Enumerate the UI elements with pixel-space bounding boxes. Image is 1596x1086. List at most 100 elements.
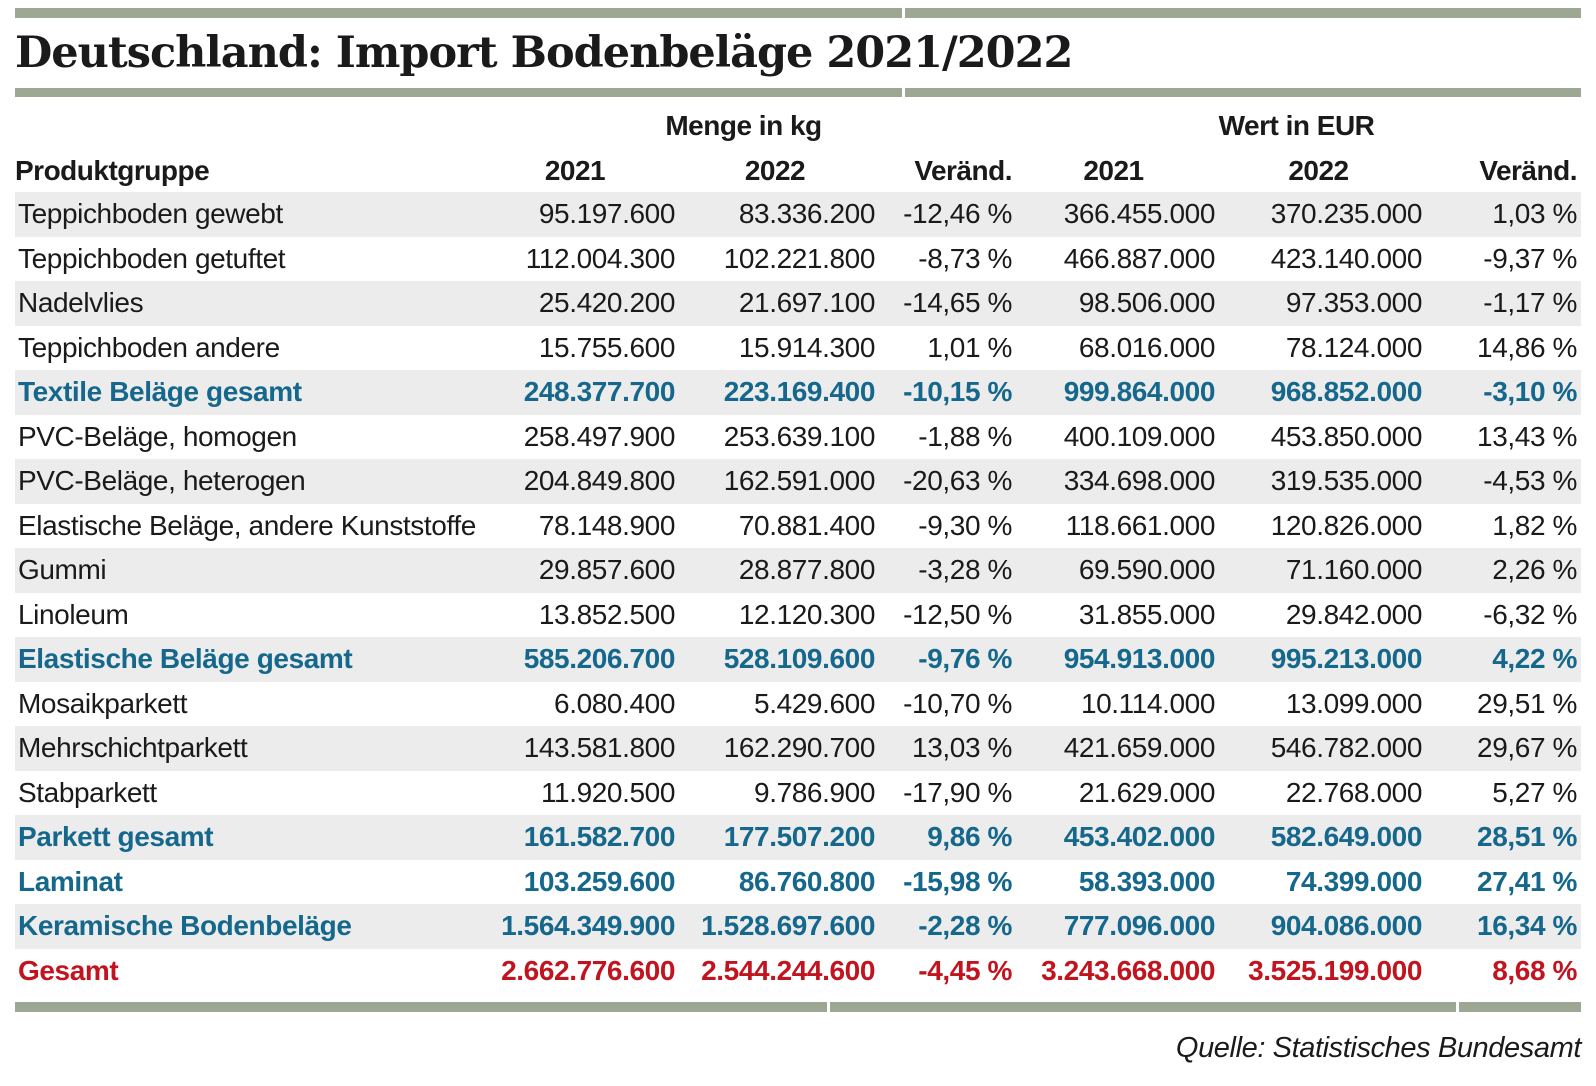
column-header-produktgruppe: Produktgruppe [15, 155, 210, 186]
cell-kg-2021: 15.755.600 [538, 331, 676, 363]
cell-kg-2022: 528.109.600 [723, 643, 876, 675]
table-body: Teppichboden gewebt 95.197.600 83.336.200-… [15, 192, 1581, 993]
table-row: Stabparkett 11.920.500 9.786.900 -17,90 % 21… [15, 771, 1581, 816]
column-group-wert-in-eur: Wert in EUR [1218, 110, 1375, 141]
cell-kg-veraend: -8,73 % [918, 242, 1012, 274]
cell-eur-2022: 423.140.000 [1270, 242, 1423, 274]
cell-kg-2021: 1.564.349.900 [501, 910, 675, 942]
table-row: Parkett gesamt 161.582.700 177.507.200 9,86… [15, 815, 1581, 860]
cell-eur-2021: 777.096.000 [1063, 910, 1216, 942]
cell-produktgruppe: Keramische Bodenbeläge [18, 910, 352, 942]
cell-eur-veraend: 16,34 % [1477, 910, 1577, 942]
cell-eur-veraend: 1,82 % [1492, 509, 1577, 541]
cell-produktgruppe: Stabparkett [18, 776, 157, 808]
cell-kg-2021: 258.497.900 [523, 420, 676, 452]
rule-gap [902, 88, 905, 97]
rule-gap [1456, 1002, 1459, 1012]
column-header-kg-2021: 2021 [544, 155, 606, 186]
source-credit: Quelle: Statistisches Bundesamt [1175, 1032, 1581, 1064]
cell-eur-2021: 400.109.000 [1063, 420, 1216, 452]
table-row: Teppichboden getuftet 112.004.300 102.221.… [15, 237, 1581, 282]
table-row: Linoleum 13.852.500 12.120.300 -12,50 % 31.8… [15, 593, 1581, 638]
cell-produktgruppe: Teppichboden gewebt [18, 198, 283, 230]
cell-kg-2021: 248.377.700 [523, 376, 676, 408]
cell-kg-veraend: -12,46 % [903, 198, 1012, 230]
cell-eur-2021: 453.402.000 [1063, 821, 1216, 853]
cell-eur-veraend: -4,53 % [1483, 465, 1577, 497]
cell-eur-2021: 999.864.000 [1063, 376, 1216, 408]
cell-produktgruppe: Gummi [18, 554, 107, 586]
cell-kg-veraend: 1,01 % [927, 331, 1012, 363]
cell-produktgruppe: Elastische Beläge gesamt [18, 643, 353, 675]
cell-produktgruppe: Mehrschichtparkett [18, 732, 248, 764]
cell-eur-2022: 995.213.000 [1270, 643, 1423, 675]
cell-produktgruppe: Teppichboden getuftet [18, 242, 286, 274]
cell-kg-2022: 102.221.800 [723, 242, 876, 274]
table-row: Teppichboden andere 15.755.600 15.914.300 1… [15, 326, 1581, 371]
cell-kg-veraend: -9,76 % [918, 643, 1012, 675]
cell-eur-2022: 97.353.000 [1285, 287, 1423, 319]
cell-kg-2021: 585.206.700 [523, 643, 676, 675]
cell-eur-veraend: 29,67 % [1477, 732, 1577, 764]
cell-kg-veraend: -15,98 % [903, 865, 1012, 897]
cell-eur-veraend: 2,26 % [1492, 554, 1577, 586]
column-group-row: Menge in kg Wert in EUR [15, 97, 1581, 142]
cell-kg-2022: 9.786.900 [754, 776, 875, 808]
title-rule [15, 88, 1581, 97]
table-row: PVC-Beläge, heterogen 204.849.800 162.591.… [15, 459, 1581, 504]
cell-eur-veraend: -9,37 % [1483, 242, 1577, 274]
infographic-table: Deutschland: Import Bodenbeläge 2021/202… [15, 8, 1581, 1065]
table-row: Mehrschichtparkett 143.581.800 162.290.700… [15, 726, 1581, 771]
cell-eur-2021: 954.913.000 [1063, 643, 1216, 675]
cell-produktgruppe: Textile Beläge gesamt [18, 376, 302, 408]
top-rule [15, 8, 1581, 18]
cell-kg-2021: 78.148.900 [538, 509, 676, 541]
cell-kg-2021: 2.662.776.600 [501, 954, 675, 986]
cell-produktgruppe: Elastische Beläge, andere Kunststoffe [18, 509, 476, 541]
cell-eur-2022: 370.235.000 [1270, 198, 1423, 230]
cell-eur-veraend: -1,17 % [1483, 287, 1577, 319]
cell-eur-2022: 13.099.000 [1285, 687, 1423, 719]
cell-eur-2021: 3.243.668.000 [1041, 954, 1215, 986]
table-row: Gummi 29.857.600 28.877.800 -3,28 % 69.590.0… [15, 548, 1581, 593]
cell-eur-veraend: 29,51 % [1477, 687, 1577, 719]
cell-eur-2022: 3.525.199.000 [1248, 954, 1422, 986]
table-row: Elastische Beläge gesamt 585.206.700 528.1… [15, 637, 1581, 682]
cell-eur-2022: 453.850.000 [1270, 420, 1423, 452]
cell-kg-2022: 21.697.100 [738, 287, 876, 319]
table-row: PVC-Beläge, homogen 258.497.900 253.639.10… [15, 415, 1581, 460]
cell-eur-2021: 98.506.000 [1078, 287, 1216, 319]
cell-eur-veraend: 13,43 % [1477, 420, 1577, 452]
cell-kg-2022: 5.429.600 [754, 687, 875, 719]
cell-kg-2021: 25.420.200 [538, 287, 676, 319]
cell-kg-2022: 1.528.697.600 [701, 910, 875, 942]
cell-produktgruppe: Linoleum [18, 598, 129, 630]
cell-kg-2021: 143.581.800 [523, 732, 676, 764]
cell-kg-2021: 95.197.600 [538, 198, 676, 230]
column-header-kg-veraend: Veränd. [914, 155, 1012, 186]
cell-kg-veraend: -14,65 % [903, 287, 1012, 319]
column-header-row: Produktgruppe 2021 2022 Veränd. 2021 202… [15, 142, 1581, 192]
rule-gap [827, 1002, 830, 1012]
cell-eur-2021: 421.659.000 [1063, 732, 1216, 764]
cell-eur-2022: 968.852.000 [1270, 376, 1423, 408]
cell-kg-2022: 86.760.800 [738, 865, 876, 897]
cell-eur-veraend: -3,10 % [1483, 376, 1577, 408]
cell-kg-2022: 162.290.700 [723, 732, 876, 764]
cell-kg-veraend: -20,63 % [903, 465, 1012, 497]
cell-kg-2022: 253.639.100 [723, 420, 876, 452]
cell-kg-veraend: -4,45 % [918, 954, 1012, 986]
cell-eur-2021: 334.698.000 [1063, 465, 1216, 497]
cell-eur-2021: 69.590.000 [1078, 554, 1216, 586]
bottom-rule [15, 1002, 1581, 1012]
cell-eur-2021: 31.855.000 [1078, 598, 1216, 630]
cell-eur-veraend: 1,03 % [1492, 198, 1577, 230]
cell-produktgruppe: PVC-Beläge, heterogen [18, 465, 306, 497]
table-row: Nadelvlies 25.420.200 21.697.100 -14,65 % 98… [15, 281, 1581, 326]
cell-kg-veraend: 9,86 % [927, 821, 1012, 853]
cell-produktgruppe: Teppichboden andere [18, 331, 280, 363]
page-title: Deutschland: Import Bodenbeläge 2021/202… [15, 28, 1073, 78]
cell-eur-2022: 319.535.000 [1270, 465, 1423, 497]
cell-kg-2021: 29.857.600 [538, 554, 676, 586]
cell-kg-veraend: -3,28 % [918, 554, 1012, 586]
